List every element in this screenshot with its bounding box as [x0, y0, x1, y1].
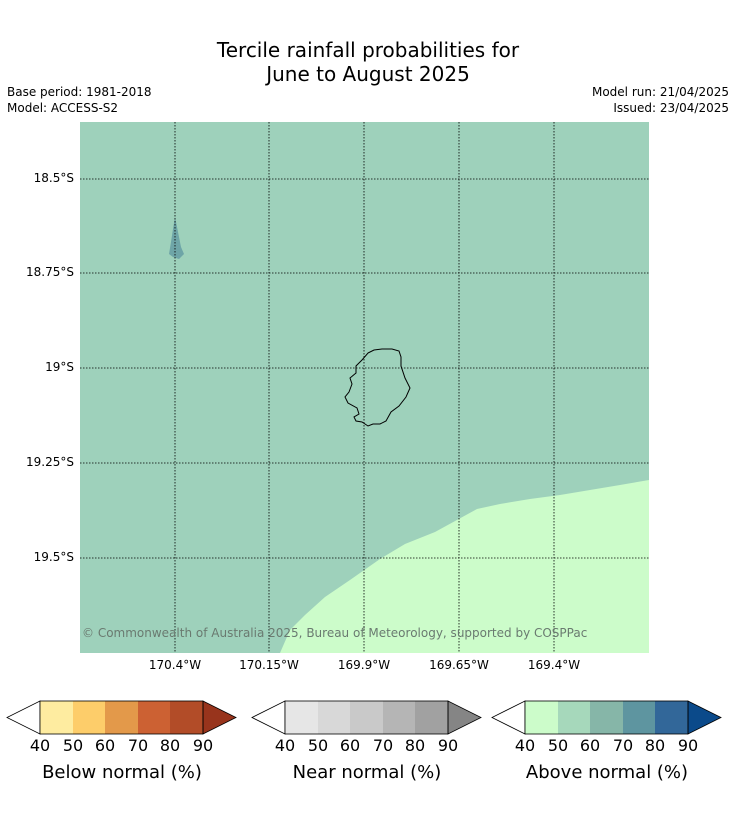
above-tick-80: 80 [644, 736, 666, 755]
lon-label-5: 169.4°W [527, 658, 581, 672]
above-tick-40: 40 [514, 736, 536, 755]
above-40-region [280, 480, 649, 653]
lat-label-3: 19°S [45, 360, 74, 374]
below-under-triangle [6, 700, 41, 735]
near-normal-label: Near normal (%) [292, 762, 442, 783]
below-tick-50: 50 [62, 736, 84, 755]
meta-left: Base period: 1981-2018 Model: ACCESS-S2 [7, 84, 152, 116]
lat-label-5: 19.5°S [33, 550, 74, 564]
model-run: Model run: 21/04/2025 [591, 85, 729, 99]
above-bin-50 [558, 701, 590, 734]
near-tick-80: 80 [404, 736, 426, 755]
near-tick-70: 70 [372, 736, 394, 755]
near-tick-40: 40 [274, 736, 296, 755]
near-bin-80 [415, 701, 448, 734]
near-tick-90: 90 [437, 736, 459, 755]
title-line-2: June to August 2025 [266, 62, 470, 86]
near-bin-40 [285, 701, 318, 734]
below-over-triangle [202, 700, 237, 735]
near-tick-60: 60 [339, 736, 361, 755]
lon-label-4: 169.65°W [429, 658, 489, 672]
near-bin-70 [383, 701, 415, 734]
above-tick-50: 50 [547, 736, 569, 755]
near-bin-60 [350, 701, 383, 734]
below-tick-90: 90 [192, 736, 214, 755]
copyright-text: © Commonwealth of Australia 2025, Bureau… [82, 626, 588, 640]
above-tick-70: 70 [612, 736, 634, 755]
above-under-triangle [491, 700, 526, 735]
above-tick-60: 60 [579, 736, 601, 755]
below-tick-70: 70 [127, 736, 149, 755]
above-bin-70 [623, 701, 655, 734]
lon-label-1: 170.4°W [148, 658, 202, 672]
below-bin-70 [138, 701, 170, 734]
model-name: Model: ACCESS-S2 [7, 101, 119, 115]
above-bin-60 [590, 701, 623, 734]
colorbar-above-normal [491, 700, 722, 735]
meta-right: Model run: 21/04/2025 Issued: 23/04/2025 [592, 84, 729, 116]
above-60-patch [169, 217, 184, 259]
near-bin-50 [318, 701, 350, 734]
niue-coastline [344, 348, 411, 427]
colorbar-below-normal [6, 700, 237, 735]
below-bin-80 [170, 701, 203, 734]
issued-date: Issued: 23/04/2025 [613, 101, 729, 115]
near-over-triangle [447, 700, 482, 735]
above-tick-90: 90 [677, 736, 699, 755]
colorbar-near-normal [251, 700, 482, 735]
above-bin-80 [655, 701, 688, 734]
map-canvas [80, 122, 649, 653]
below-tick-80: 80 [159, 736, 181, 755]
map-panel [80, 122, 649, 653]
above-over-triangle [687, 700, 722, 735]
near-under-triangle [251, 700, 286, 735]
below-normal-label: Below normal (%) [42, 762, 202, 783]
lat-label-1: 18.5°S [33, 171, 74, 185]
below-bin-50 [73, 701, 105, 734]
lon-label-3: 169.9°W [337, 658, 391, 672]
map-title: Tercile rainfall probabilities for June … [0, 38, 736, 86]
above-bin-40 [525, 701, 558, 734]
below-tick-40: 40 [29, 736, 51, 755]
base-period: Base period: 1981-2018 [7, 85, 152, 99]
lon-label-2: 170.15°W [239, 658, 299, 672]
near-tick-50: 50 [307, 736, 329, 755]
title-line-1: Tercile rainfall probabilities for [216, 38, 520, 62]
below-bin-60 [105, 701, 138, 734]
grid-lines [80, 122, 649, 653]
lat-label-2: 18.75°S [26, 265, 74, 279]
below-tick-60: 60 [94, 736, 116, 755]
lat-label-4: 19.25°S [26, 455, 74, 469]
above-normal-label: Above normal (%) [525, 762, 689, 783]
below-bin-40 [40, 701, 73, 734]
